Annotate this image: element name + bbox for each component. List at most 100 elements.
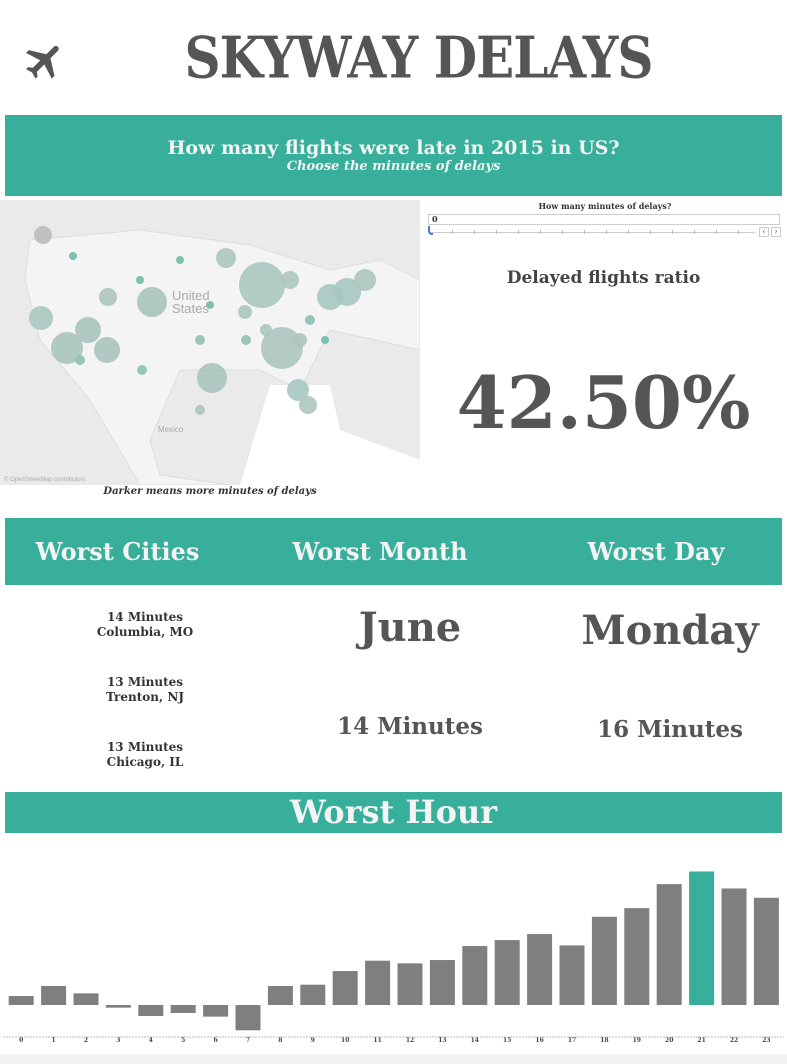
minutes-filter-input[interactable]: 0 bbox=[428, 214, 780, 225]
hour-tick-label: 1 bbox=[52, 1037, 56, 1044]
hour-tick-label: 6 bbox=[214, 1037, 218, 1044]
airport-circle[interactable] bbox=[75, 317, 101, 343]
airplane-icon bbox=[22, 38, 72, 88]
city-minutes: 13 Minutes bbox=[106, 740, 184, 754]
hour-bar[interactable] bbox=[73, 993, 99, 1005]
airport-circle[interactable] bbox=[321, 336, 329, 344]
hour-tick-label: 9 bbox=[311, 1037, 315, 1044]
hour-bar[interactable] bbox=[689, 871, 715, 1005]
airport-circle[interactable] bbox=[206, 301, 214, 309]
airport-circle[interactable] bbox=[216, 248, 236, 268]
map-attribution: © OpenStreetMap contributors bbox=[4, 476, 85, 483]
map-caption: Darker means more minutes of delays bbox=[103, 486, 317, 497]
worst-month-heading: Worst Month bbox=[292, 537, 468, 566]
hour-tick-label: 13 bbox=[438, 1037, 446, 1044]
airport-circle[interactable] bbox=[69, 252, 77, 260]
hour-bar[interactable] bbox=[527, 934, 553, 1005]
slider-tick bbox=[650, 230, 651, 234]
hour-bar[interactable] bbox=[462, 946, 488, 1005]
hour-bar[interactable] bbox=[8, 996, 34, 1005]
airport-circle[interactable] bbox=[94, 337, 120, 363]
airport-circle[interactable] bbox=[51, 332, 83, 364]
map-label-mexico: Mexico bbox=[158, 425, 184, 434]
airport-circle[interactable] bbox=[241, 335, 251, 345]
hour-bar[interactable] bbox=[203, 1005, 229, 1017]
airport-circle[interactable] bbox=[239, 262, 285, 308]
slider-tick bbox=[628, 230, 629, 234]
hour-bar[interactable] bbox=[559, 945, 585, 1005]
airport-circle[interactable] bbox=[354, 269, 376, 291]
hour-bar[interactable] bbox=[624, 908, 650, 1005]
worst-day-minutes: 16 Minutes bbox=[597, 716, 743, 743]
airport-circle[interactable] bbox=[299, 396, 317, 414]
hour-tick-label: 23 bbox=[762, 1037, 770, 1044]
hour-bar[interactable] bbox=[591, 916, 617, 1005]
hour-tick-label: 11 bbox=[373, 1037, 381, 1044]
map-label-us: States bbox=[172, 301, 209, 316]
airport-circle[interactable] bbox=[333, 278, 361, 306]
airport-circle[interactable] bbox=[195, 405, 205, 415]
banner-question: How many flights were late in 2015 in US… bbox=[167, 137, 620, 159]
airport-circle[interactable] bbox=[137, 365, 147, 375]
slider-tick bbox=[606, 230, 607, 234]
hour-tick-label: 19 bbox=[633, 1037, 641, 1044]
airport-circle[interactable] bbox=[176, 256, 184, 264]
airport-circle[interactable] bbox=[136, 276, 144, 284]
hour-bar[interactable] bbox=[170, 1005, 196, 1013]
kpi-value: 42.50% bbox=[456, 360, 751, 445]
hour-tick-label: 5 bbox=[181, 1037, 185, 1044]
hour-bar[interactable] bbox=[365, 960, 391, 1005]
hour-tick-label: 12 bbox=[406, 1037, 414, 1044]
hour-tick-label: 0 bbox=[19, 1037, 23, 1044]
hour-tick-label: 22 bbox=[730, 1037, 738, 1044]
airport-circle[interactable] bbox=[99, 288, 117, 306]
airport-circle[interactable] bbox=[29, 306, 53, 330]
airport-circle[interactable] bbox=[293, 333, 307, 347]
airport-circle[interactable] bbox=[261, 327, 303, 369]
worst-month-minutes: 14 Minutes bbox=[337, 713, 483, 740]
worst-month-name: June bbox=[358, 604, 462, 651]
hour-bar[interactable] bbox=[332, 971, 358, 1005]
hour-bar[interactable] bbox=[494, 940, 520, 1005]
airport-circle[interactable] bbox=[137, 287, 167, 317]
hour-bar[interactable] bbox=[138, 1005, 164, 1016]
hour-tick-label: 14 bbox=[471, 1037, 479, 1044]
airport-circle[interactable] bbox=[287, 379, 309, 401]
hour-bar[interactable] bbox=[656, 884, 682, 1005]
slider-tick bbox=[584, 230, 585, 234]
worst-day-name: Monday bbox=[581, 607, 759, 654]
chevron-left-icon[interactable]: ‹ bbox=[759, 227, 769, 237]
hour-tick-label: 3 bbox=[116, 1037, 120, 1044]
delay-map[interactable]: United States Mexico © OpenStreetMap contri… bbox=[0, 200, 421, 486]
question-banner: How many flights were late in 2015 in US… bbox=[5, 115, 782, 196]
slider-tick bbox=[672, 230, 673, 234]
hour-tick-label: 2 bbox=[84, 1037, 88, 1044]
hour-tick-label: 17 bbox=[568, 1037, 576, 1044]
hour-bar[interactable] bbox=[235, 1005, 261, 1031]
hour-bar[interactable] bbox=[267, 986, 293, 1005]
hour-bar[interactable] bbox=[721, 888, 747, 1005]
airport-circle[interactable] bbox=[305, 315, 315, 325]
city-name: Chicago, IL bbox=[106, 755, 184, 769]
airport-circle[interactable] bbox=[281, 271, 299, 289]
hour-bar[interactable] bbox=[397, 963, 423, 1005]
airport-circle[interactable] bbox=[260, 324, 272, 336]
airport-circle[interactable] bbox=[238, 305, 252, 319]
airport-circle[interactable] bbox=[197, 363, 227, 393]
hour-bar[interactable] bbox=[41, 986, 67, 1005]
airport-circle[interactable] bbox=[195, 335, 205, 345]
hour-bar[interactable] bbox=[429, 960, 455, 1005]
chevron-right-icon[interactable]: › bbox=[771, 227, 781, 237]
airport-circle[interactable] bbox=[34, 226, 52, 244]
hour-bar[interactable] bbox=[753, 897, 779, 1005]
worst-city-item: 14 Minutes Columbia, MO bbox=[60, 610, 230, 640]
city-minutes: 14 Minutes bbox=[106, 610, 184, 624]
hour-tick-label: 16 bbox=[535, 1037, 543, 1044]
minutes-slider-handle[interactable] bbox=[428, 226, 433, 235]
hour-bar[interactable] bbox=[105, 1005, 131, 1008]
minutes-slider-track[interactable] bbox=[430, 230, 755, 234]
hour-bar[interactable] bbox=[300, 984, 326, 1005]
hour-tick-label: 15 bbox=[503, 1037, 511, 1044]
slider-tick bbox=[496, 230, 497, 234]
airport-circle[interactable] bbox=[75, 355, 85, 365]
